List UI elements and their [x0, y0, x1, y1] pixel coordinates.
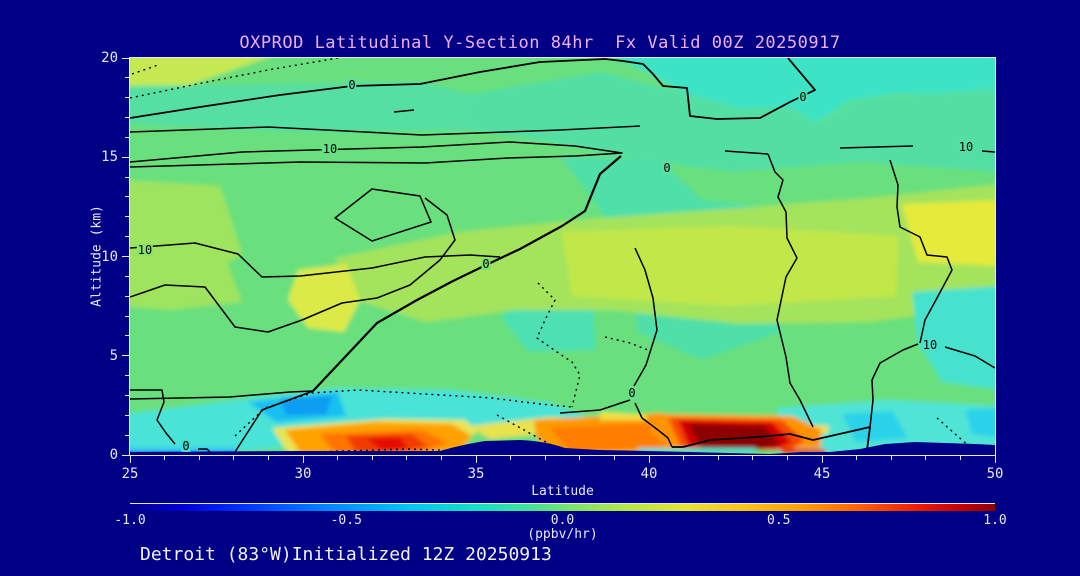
x-tick	[683, 456, 685, 460]
y-tick	[125, 375, 129, 377]
x-tick	[994, 456, 996, 463]
y-tick-label: 0	[109, 447, 118, 463]
y-tick	[125, 394, 129, 396]
colorbar-tick-label: 0.5	[767, 513, 791, 528]
colorbar	[130, 503, 995, 511]
contour-label: 10	[321, 142, 339, 156]
x-tick-label: 35	[467, 466, 485, 482]
x-tick	[752, 456, 754, 460]
y-tick	[125, 335, 129, 337]
x-axis-title: Latitude	[531, 484, 594, 499]
y-tick	[125, 196, 129, 198]
x-tick	[579, 456, 581, 460]
y-tick	[122, 156, 129, 158]
contour-label: 0	[181, 439, 191, 453]
y-tick	[125, 295, 129, 297]
y-tick	[122, 57, 129, 59]
colorbar-units: (ppbv/hr)	[527, 527, 598, 542]
y-tick-label: 5	[109, 347, 118, 364]
x-tick	[406, 456, 408, 460]
y-tick	[122, 256, 129, 257]
solid-contours	[130, 58, 995, 455]
x-tick	[198, 456, 200, 460]
contour-label: 0	[798, 90, 808, 104]
x-tick	[821, 456, 823, 463]
y-tick	[125, 315, 129, 317]
contour-label: 10	[136, 243, 154, 257]
x-tick	[786, 456, 788, 460]
x-tick	[856, 456, 858, 460]
y-tick	[125, 77, 129, 79]
contour-label: 0	[627, 386, 637, 400]
y-tick	[125, 97, 129, 99]
contour-label: 10	[921, 338, 939, 352]
y-tick	[125, 434, 129, 436]
x-tick	[475, 456, 477, 463]
contour-label: 0	[481, 257, 491, 271]
x-tick	[164, 456, 166, 460]
x-tick	[648, 456, 650, 463]
y-tick-label: 20	[101, 50, 118, 66]
y-tick	[125, 117, 129, 119]
y-axis-title: Altitude (km)	[89, 205, 105, 307]
x-tick-label: 45	[813, 466, 831, 482]
x-tick-label: 30	[294, 466, 312, 482]
filled-contour-field	[130, 58, 995, 455]
contour-plot	[130, 58, 995, 455]
x-tick-label: 40	[640, 466, 658, 482]
x-tick	[233, 456, 235, 460]
contour-label: 0	[347, 78, 357, 92]
x-tick	[959, 456, 961, 460]
x-tick	[371, 456, 373, 460]
x-tick-label: 50	[986, 466, 1004, 482]
x-tick	[717, 456, 719, 460]
chart-title: OXPROD Latitudinal Y-Section 84hr Fx Val…	[239, 33, 841, 53]
x-tick	[302, 456, 304, 463]
terrain-silhouette	[130, 440, 995, 455]
x-tick-label: 25	[121, 466, 139, 482]
colorbar-tick-label: -0.5	[330, 513, 362, 528]
colorbar-tick-label: 0.0	[550, 513, 575, 528]
y-tick	[125, 236, 129, 238]
x-tick	[613, 456, 615, 460]
x-tick	[510, 456, 512, 460]
footer-text: Detroit (83°W)Initialized 12Z 20250913	[140, 544, 552, 565]
contour-label: 10	[957, 140, 975, 154]
y-tick	[125, 414, 129, 416]
y-tick	[122, 454, 129, 456]
x-tick	[925, 456, 927, 460]
x-tick	[544, 456, 546, 460]
plot-area: 0 0 0 0 0 0 10 10 10 10	[129, 57, 996, 456]
y-tick	[125, 136, 129, 138]
x-tick	[890, 456, 892, 460]
y-tick	[125, 216, 129, 218]
colorbar-tick-label: -1.0	[114, 513, 146, 528]
x-tick	[337, 456, 339, 460]
y-tick	[122, 355, 129, 357]
y-tick	[125, 275, 129, 277]
colorbar-tick-label: 1.0	[983, 513, 1007, 528]
contour-label: 0	[662, 161, 672, 175]
x-tick	[129, 456, 131, 463]
y-tick-label: 15	[101, 149, 118, 166]
x-tick	[440, 456, 442, 460]
x-tick	[267, 456, 269, 460]
y-tick	[125, 176, 129, 178]
